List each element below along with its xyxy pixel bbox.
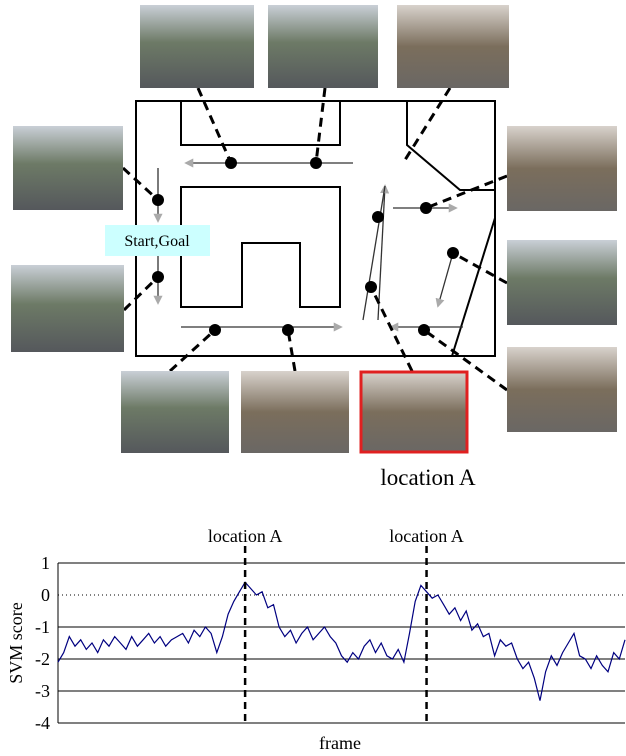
photo xyxy=(268,5,378,88)
y-axis-label: SVM score xyxy=(6,602,26,684)
annotation-label: location A xyxy=(389,526,464,546)
photo-location-a xyxy=(361,372,467,452)
route-arrow xyxy=(438,253,453,306)
waypoint xyxy=(282,324,294,336)
y-tick-label: 1 xyxy=(41,553,50,573)
y-tick-label: -3 xyxy=(35,681,50,701)
chart: SVM score frame 1 0 -1 -2 -3 -4 location A loca… xyxy=(6,526,625,753)
waypoint xyxy=(447,247,459,259)
photo xyxy=(397,5,509,88)
waypoint xyxy=(420,202,432,214)
photo xyxy=(13,126,123,210)
photo xyxy=(11,265,124,352)
connector xyxy=(198,88,231,163)
photo xyxy=(507,347,617,432)
waypoint xyxy=(225,157,237,169)
x-axis-label: frame xyxy=(319,733,361,753)
y-tick-label: -1 xyxy=(35,617,50,637)
connector xyxy=(453,253,507,283)
waypoint xyxy=(152,194,164,206)
waypoint xyxy=(372,211,384,223)
connector xyxy=(288,330,295,371)
photo xyxy=(507,126,617,211)
y-tick-label: -4 xyxy=(35,713,50,733)
map-block xyxy=(407,101,495,190)
waypoint xyxy=(152,271,164,283)
photo xyxy=(140,5,254,88)
connector xyxy=(170,330,215,371)
map-edge xyxy=(452,218,495,356)
photo xyxy=(507,240,617,325)
map-block xyxy=(181,101,340,145)
waypoint xyxy=(209,324,221,336)
connector xyxy=(316,88,325,163)
y-tick-label: -2 xyxy=(35,649,50,669)
location-label: location A xyxy=(380,465,476,490)
y-tick-label: 0 xyxy=(41,585,50,605)
start-goal-label: Start,Goal xyxy=(124,233,190,250)
waypoint xyxy=(418,324,430,336)
connector xyxy=(124,277,158,310)
photos xyxy=(11,5,617,453)
waypoint xyxy=(365,281,377,293)
photo xyxy=(121,371,229,453)
connector xyxy=(123,168,158,200)
annotation-label: location A xyxy=(208,526,283,546)
map: Start,Goal location A xyxy=(11,5,617,490)
figure: Start,Goal location A SVM score frame 1 0… xyxy=(0,0,626,756)
connector xyxy=(371,287,412,371)
photo xyxy=(241,371,349,453)
data-line xyxy=(58,582,625,700)
waypoint xyxy=(310,157,322,169)
